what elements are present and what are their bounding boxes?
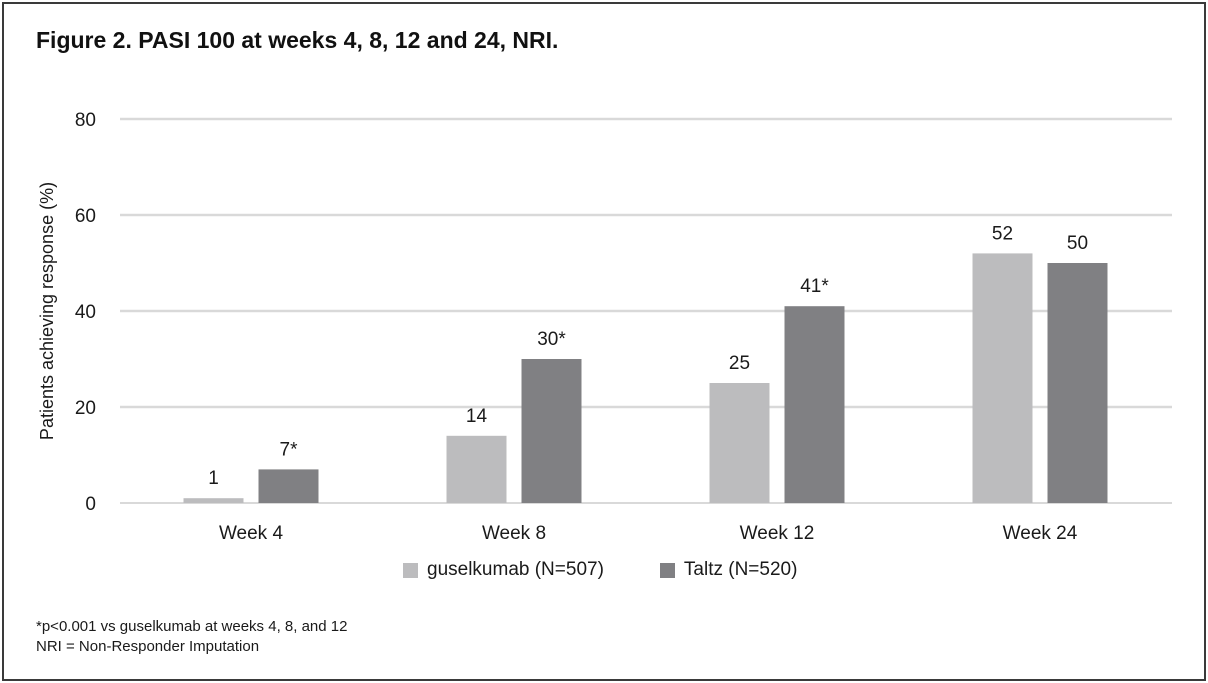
x-tick-label-week-4: Week 4 — [219, 523, 284, 544]
y-tick-label-40: 40 — [75, 302, 96, 323]
bars — [183, 253, 1108, 503]
bar-guselkumab-week-4 — [183, 498, 244, 503]
bar-guselkumab-week-8 — [446, 435, 507, 503]
x-tick-label-week-24: Week 24 — [1003, 523, 1078, 544]
y-axis-label: Patients achieving response (%) — [37, 182, 57, 440]
data-labels: 1 7* 14 30* 25 41* 52 50 — [208, 223, 1088, 489]
legend-item-guselkumab: guselkumab (N=507) — [403, 559, 604, 581]
bar-taltz-week-4 — [258, 469, 319, 503]
footnotes: *p<0.001 vs guselkumab at weeks 4, 8, an… — [36, 617, 347, 657]
data-label-taltz-week-24: 50 — [1067, 233, 1088, 254]
y-axis-ticks: 0 20 40 60 80 — [75, 110, 96, 515]
bar-taltz-week-24 — [1047, 263, 1108, 503]
figure-title: Figure 2. PASI 100 at weeks 4, 8, 12 and… — [36, 27, 559, 53]
bar-taltz-week-8 — [521, 359, 582, 503]
legend-swatch-guselkumab — [403, 562, 418, 578]
legend-item-taltz: Taltz (N=520) — [659, 559, 798, 581]
legend-swatch-taltz — [659, 562, 675, 578]
legend-label-guselkumab: guselkumab (N=507) — [427, 559, 604, 580]
data-label-taltz-week-12: 41* — [800, 276, 829, 297]
legend-label-taltz: Taltz (N=520) — [683, 559, 798, 580]
data-label-guselkumab-week-24: 52 — [992, 223, 1013, 244]
footnote-nri: NRI = Non-Responder Imputation — [36, 638, 260, 655]
data-label-guselkumab-week-4: 1 — [208, 468, 219, 489]
footnote-significance: *p<0.001 vs guselkumab at weeks 4, 8, an… — [36, 618, 348, 635]
data-label-guselkumab-week-12: 25 — [729, 353, 750, 374]
data-label-taltz-week-4: 7* — [280, 439, 299, 460]
data-label-guselkumab-week-8: 14 — [466, 406, 488, 427]
bar-taltz-week-12 — [784, 306, 845, 503]
x-tick-label-week-8: Week 8 — [482, 523, 546, 544]
data-label-taltz-week-8: 30* — [537, 329, 566, 350]
legend: guselkumab (N=507) Taltz (N=520) — [403, 559, 797, 581]
y-tick-label-0: 0 — [85, 494, 96, 515]
bar-guselkumab-week-24 — [972, 253, 1033, 503]
x-tick-label-week-12: Week 12 — [740, 523, 815, 544]
y-tick-label-60: 60 — [75, 206, 96, 227]
y-tick-label-80: 80 — [75, 110, 96, 131]
y-tick-label-20: 20 — [75, 398, 96, 419]
x-axis-ticks: Week 4 Week 8 Week 12 Week 24 — [219, 523, 1078, 544]
bar-guselkumab-week-12 — [709, 383, 770, 503]
